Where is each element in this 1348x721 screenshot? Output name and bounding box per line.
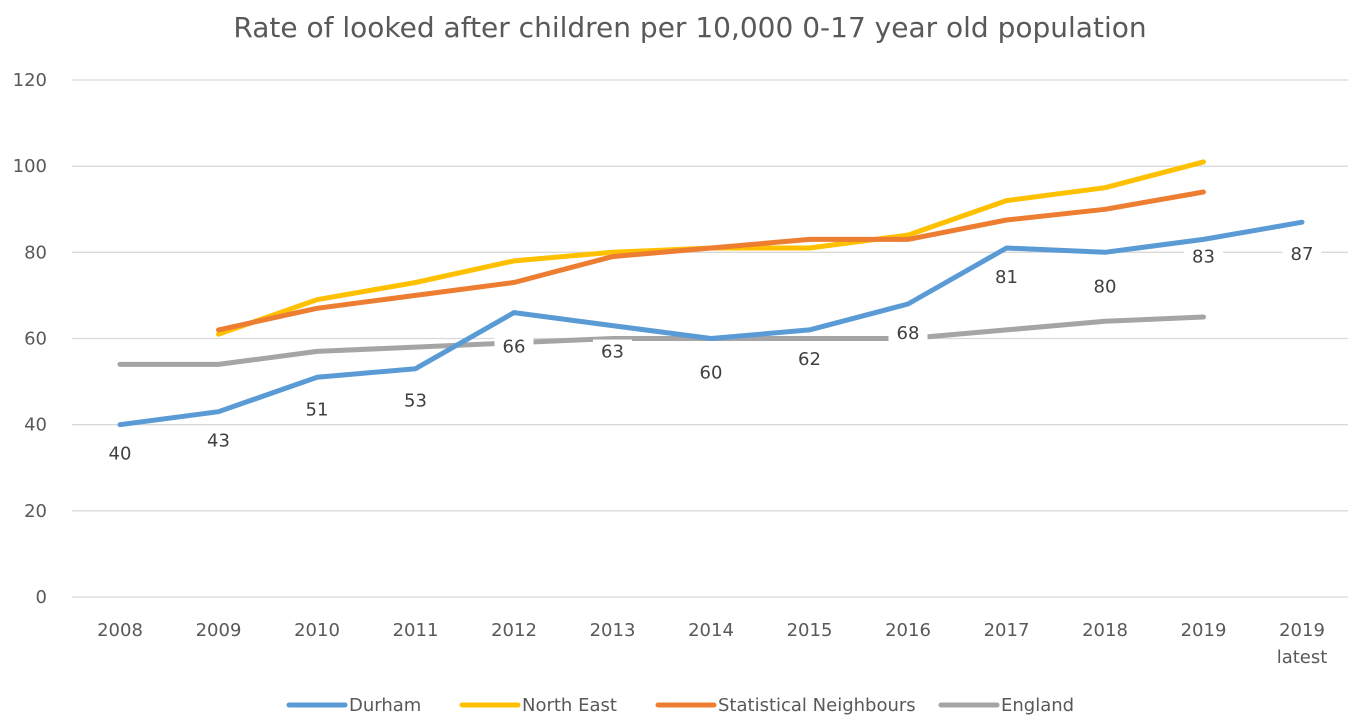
x-tick-label: 2017: [984, 620, 1030, 641]
data-label-background: [691, 360, 731, 385]
y-tick-label: 0: [36, 587, 47, 608]
x-tick-label: 2011: [393, 620, 439, 641]
data-label-background: [987, 265, 1026, 290]
data-label-background: [593, 339, 632, 364]
x-tick-label: 2016: [885, 620, 931, 641]
data-label: 53: [404, 391, 427, 412]
data-label: 43: [207, 431, 230, 452]
data-label: 40: [109, 444, 132, 465]
legend-label-north-east: North East: [522, 695, 617, 716]
data-label: 81: [995, 267, 1018, 288]
x-tick-label: 2009: [196, 620, 242, 641]
data-label: 63: [601, 342, 624, 363]
x-tick-label: 2013: [590, 620, 636, 641]
data-label-background: [100, 441, 140, 466]
data-label: 87: [1291, 244, 1314, 265]
x-tick-label: 2014: [688, 620, 734, 641]
x-tick-label: 2019 latest: [1277, 620, 1328, 668]
x-tick-label: 2010: [294, 620, 340, 641]
x-tick-label: 2008: [97, 620, 143, 641]
data-label-background: [1085, 274, 1125, 299]
x-tick-label: 2012: [491, 620, 537, 641]
series-line-durham: [117, 219, 1305, 428]
y-axis-ticks: 0 20 40 60 80 100 120: [13, 70, 47, 608]
x-axis-ticks: 2008 2009 2010 2011 2012 2013 2014 2015 2016 2017…: [97, 620, 1327, 668]
y-tick-label: 120: [13, 70, 47, 91]
x-tick-label: 2018: [1082, 620, 1128, 641]
data-label: 80: [1094, 276, 1117, 297]
y-tick-label: 20: [24, 501, 47, 522]
legend-label-england: England: [1001, 695, 1074, 716]
data-label: 51: [306, 399, 329, 420]
data-label-background: [1282, 242, 1322, 267]
x-tick-label: 2015: [787, 620, 833, 641]
data-label-background: [297, 397, 337, 422]
data-label-background: [790, 346, 829, 371]
legend-label-statistical-neighbours: Statistical Neighbours: [718, 695, 916, 716]
y-tick-label: 100: [13, 156, 47, 177]
data-label-background: [199, 428, 238, 453]
legend: Durham North East Statistical Neighbours En…: [286, 695, 1074, 716]
series-line-statistical-neighbours: [216, 189, 1206, 333]
data-label-background: [396, 388, 435, 413]
data-label: 83: [1192, 246, 1215, 267]
data-label-background: [888, 321, 928, 346]
legend-label-durham: Durham: [349, 695, 421, 716]
series-line-england: [117, 314, 1206, 367]
data-label-background: [494, 334, 534, 359]
data-labels: 40 43 51 53 66 63 60 62 68 81 80 83 87: [100, 242, 1322, 466]
x-tick-label: 2019: [1181, 620, 1227, 641]
chart-title: Rate of looked after children per 10,000…: [233, 11, 1146, 44]
y-tick-label: 80: [24, 242, 47, 263]
y-tick-label: 40: [24, 415, 47, 436]
gridlines: [72, 79, 1348, 598]
data-label-background: [1184, 244, 1223, 269]
y-tick-label: 60: [24, 329, 47, 350]
data-label: 60: [700, 363, 723, 384]
data-label: 62: [798, 349, 821, 370]
data-label: 66: [503, 337, 526, 358]
series-lines: [117, 159, 1305, 428]
data-label: 68: [897, 323, 920, 344]
